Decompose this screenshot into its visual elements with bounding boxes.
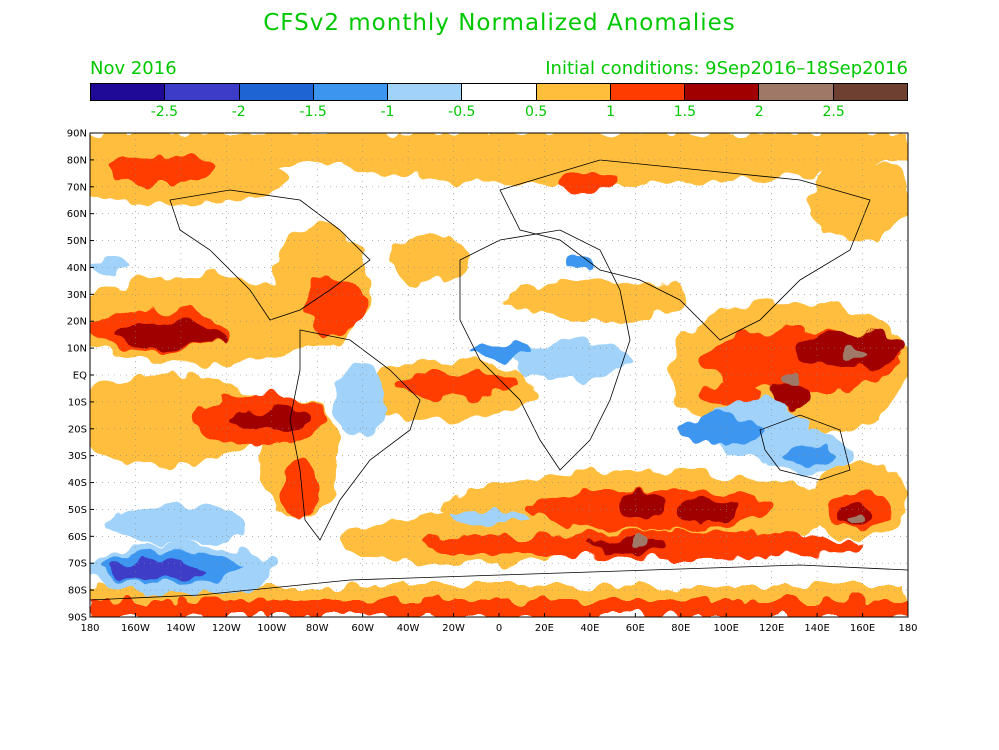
colorbar-label: 0.5: [525, 104, 548, 120]
longitude-tick-label: 20E: [535, 623, 554, 634]
longitude-tick-label: 60W: [351, 623, 374, 634]
latitude-axis: 90N 80N 70N 60N 50N 40N 30N 20N 10N EQ 10S 20S 30S 40…: [67, 129, 94, 624]
anomaly-darkblue-areas: [110, 560, 210, 580]
latitude-tick-label: 80N: [67, 155, 87, 166]
longitude-tick-label: 40E: [580, 623, 599, 634]
anomaly-brown-areas: [630, 348, 867, 545]
colorbar-label: -2.5: [150, 104, 179, 120]
anomaly-fields: [90, 133, 908, 617]
latitude-tick-label: 10N: [67, 344, 87, 355]
colorbar-swatch: [685, 84, 760, 100]
longitude-tick-label: 100E: [714, 623, 739, 634]
latitude-tick-label: 90S: [68, 613, 87, 624]
longitude-tick-label: 0: [496, 623, 502, 634]
colorbar-swatch: [759, 84, 834, 100]
colorbar-swatch: [165, 84, 240, 100]
latitude-tick-label: EQ: [73, 371, 87, 382]
colorbar: [90, 83, 908, 101]
longitude-tick-label: 80E: [671, 623, 690, 634]
colorbar-swatch: [610, 84, 686, 100]
valid-month-label: Nov 2016: [90, 58, 177, 79]
latitude-tick-label: 40S: [68, 478, 87, 489]
colorbar-label: 1.5: [673, 104, 697, 120]
colorbar-swatch: [91, 84, 166, 100]
latitude-tick-label: 70N: [67, 182, 87, 193]
longitude-tick-label: 180: [898, 623, 917, 634]
colorbar-label: -2: [231, 104, 246, 120]
longitude-tick-label: 140E: [804, 623, 829, 634]
longitude-tick-label: 100W: [257, 623, 286, 634]
longitude-tick-label: 160W: [121, 623, 150, 634]
longitude-axis: 180 160W 140W 120W 100W 80W 60W 40W 20W 0 20E 40E 60…: [80, 613, 918, 634]
colorbar-labels: -2.5 -2 -1.5 -1 -0.5 0.5 1 1.5 2 2.5: [90, 104, 908, 120]
grid-lines: [90, 133, 908, 617]
longitude-tick-label: 40W: [397, 623, 420, 634]
latitude-tick-label: 20N: [67, 317, 87, 328]
colorbar-label: -1.5: [299, 104, 327, 120]
latitude-tick-label: 50S: [68, 505, 87, 516]
latitude-tick-label: 90N: [67, 129, 87, 140]
anomaly-darkred-areas: [115, 323, 905, 553]
latitude-tick-label: 60S: [68, 532, 87, 543]
colorbar-swatch: [313, 84, 389, 100]
colorbar-label: 1: [606, 104, 615, 120]
longitude-tick-label: 160E: [850, 623, 875, 634]
colorbar-label: 2: [754, 104, 764, 120]
longitude-tick-label: 180: [80, 623, 99, 634]
latitude-tick-label: 50N: [67, 236, 87, 247]
initial-conditions-label: Initial conditions: 9Sep2016–18Sep2016: [545, 58, 908, 79]
colorbar-label: -1: [380, 104, 395, 120]
latitude-tick-label: 20S: [68, 424, 87, 435]
colorbar-label: 2.5: [822, 104, 845, 120]
latitude-tick-label: 70S: [68, 559, 87, 570]
latitude-tick-label: 60N: [67, 209, 87, 220]
anomaly-red-areas: [90, 156, 908, 617]
colorbar-label: -0.5: [448, 104, 476, 120]
longitude-tick-label: 80W: [306, 623, 329, 634]
latitude-tick-label: 30N: [67, 290, 87, 301]
latitude-tick-label: 10S: [68, 397, 87, 408]
longitude-tick-label: 120E: [759, 623, 784, 634]
latitude-tick-label: 30S: [68, 451, 87, 462]
colorbar-swatch: [462, 84, 537, 100]
coastlines: [90, 159, 908, 601]
colorbar-swatch: [536, 84, 611, 100]
longitude-tick-label: 20W: [442, 623, 465, 634]
colorbar-swatch: [833, 84, 907, 100]
colorbar-swatch: [388, 84, 463, 100]
longitude-tick-label: 140W: [166, 623, 195, 634]
longitude-tick-label: 120W: [212, 623, 241, 634]
latitude-tick-label: 40N: [67, 263, 87, 274]
map-title: CFSv2 monthly Normalized Anomalies: [263, 10, 736, 36]
latitude-tick-label: 80S: [68, 586, 87, 597]
colorbar-swatch: [239, 84, 314, 100]
longitude-tick-label: 60E: [626, 623, 645, 634]
